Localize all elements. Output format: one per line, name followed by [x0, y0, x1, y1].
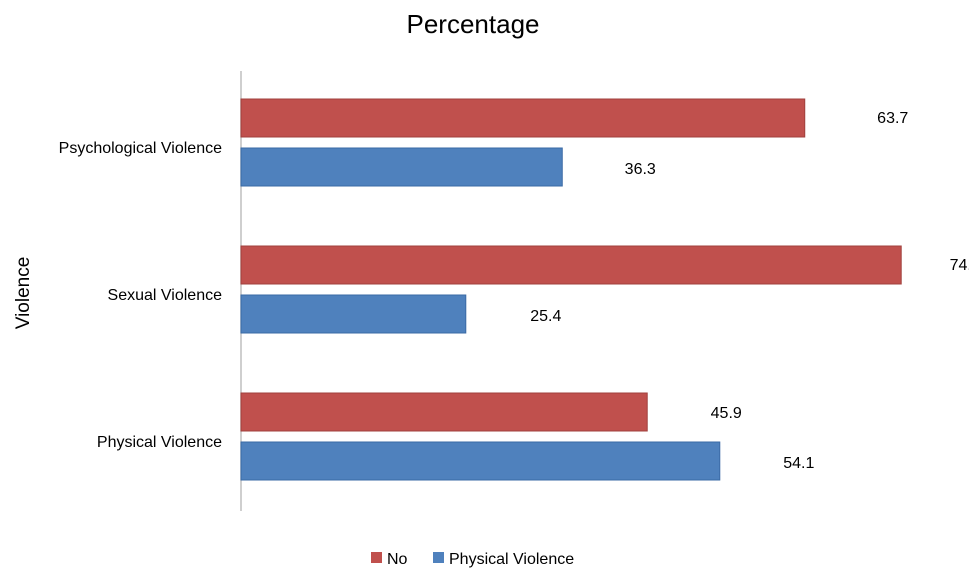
- data-labels: 63.7 36.3 74.6 25.4 45.9 54.1: [530, 110, 969, 472]
- bars: [240, 98, 902, 481]
- y-axis-label: Violence: [13, 257, 34, 330]
- data-label: 74.6: [950, 257, 969, 274]
- data-label: 54.1: [783, 455, 814, 472]
- bar-no: [240, 245, 902, 285]
- chart-title: Percentage: [407, 9, 540, 39]
- category-label: Physical Violence: [97, 434, 222, 451]
- data-label: 45.9: [711, 405, 742, 422]
- legend-label: No: [387, 551, 408, 568]
- category-label: Psychological Violence: [59, 140, 222, 157]
- legend: No Physical Violence: [371, 551, 574, 568]
- category-labels: Psychological Violence Sexual Violence Phy…: [59, 140, 222, 451]
- bar-no: [240, 392, 648, 432]
- legend-swatch: [433, 552, 444, 563]
- bar-physical-violence: [240, 294, 467, 334]
- bar-physical-violence: [240, 147, 563, 187]
- legend-label: Physical Violence: [449, 551, 574, 568]
- bar-physical-violence: [240, 441, 721, 481]
- data-label: 25.4: [530, 308, 561, 325]
- data-label: 63.7: [877, 110, 908, 127]
- data-label: 36.3: [625, 161, 656, 178]
- category-label: Sexual Violence: [108, 287, 223, 304]
- bar-no: [240, 98, 806, 138]
- legend-swatch: [371, 552, 382, 563]
